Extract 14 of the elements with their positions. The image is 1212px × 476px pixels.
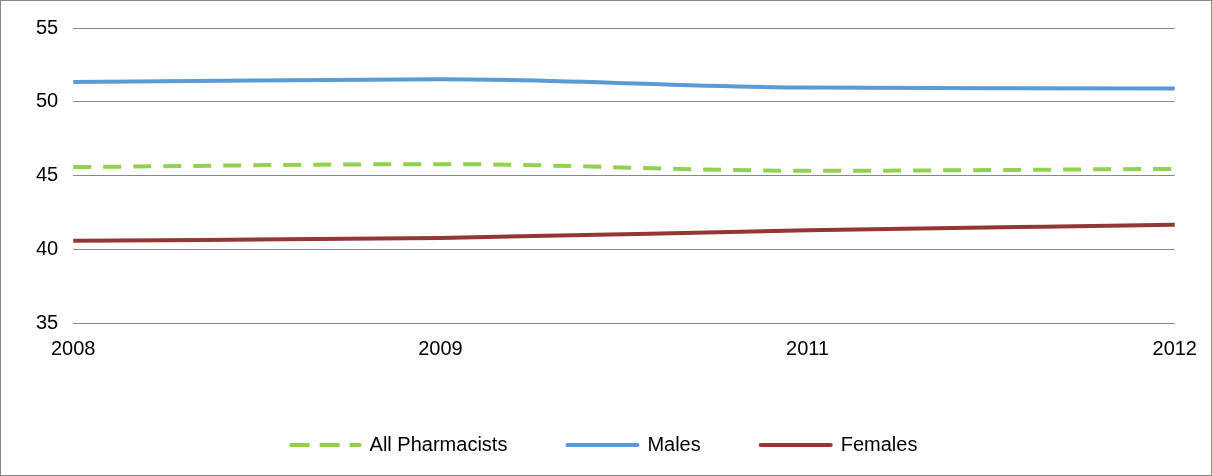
x-tick-label: 2012	[1152, 336, 1197, 359]
line-series	[71, 222, 1177, 243]
legend-label: Males	[647, 432, 701, 455]
y-tick-label: 35	[36, 310, 59, 333]
y-tick-label: 40	[36, 236, 59, 259]
x-tick-label: 2011	[786, 336, 830, 359]
legend-label: Females	[840, 432, 918, 455]
y-tick-label: 50	[36, 89, 59, 112]
x-tick-label: 2008	[51, 336, 96, 359]
y-tick-label: 55	[36, 15, 59, 38]
legend-label: All Pharmacists	[369, 432, 508, 455]
x-tick-label: 2009	[418, 336, 463, 359]
y-tick-label: 45	[36, 163, 59, 186]
line-series	[71, 77, 1177, 91]
